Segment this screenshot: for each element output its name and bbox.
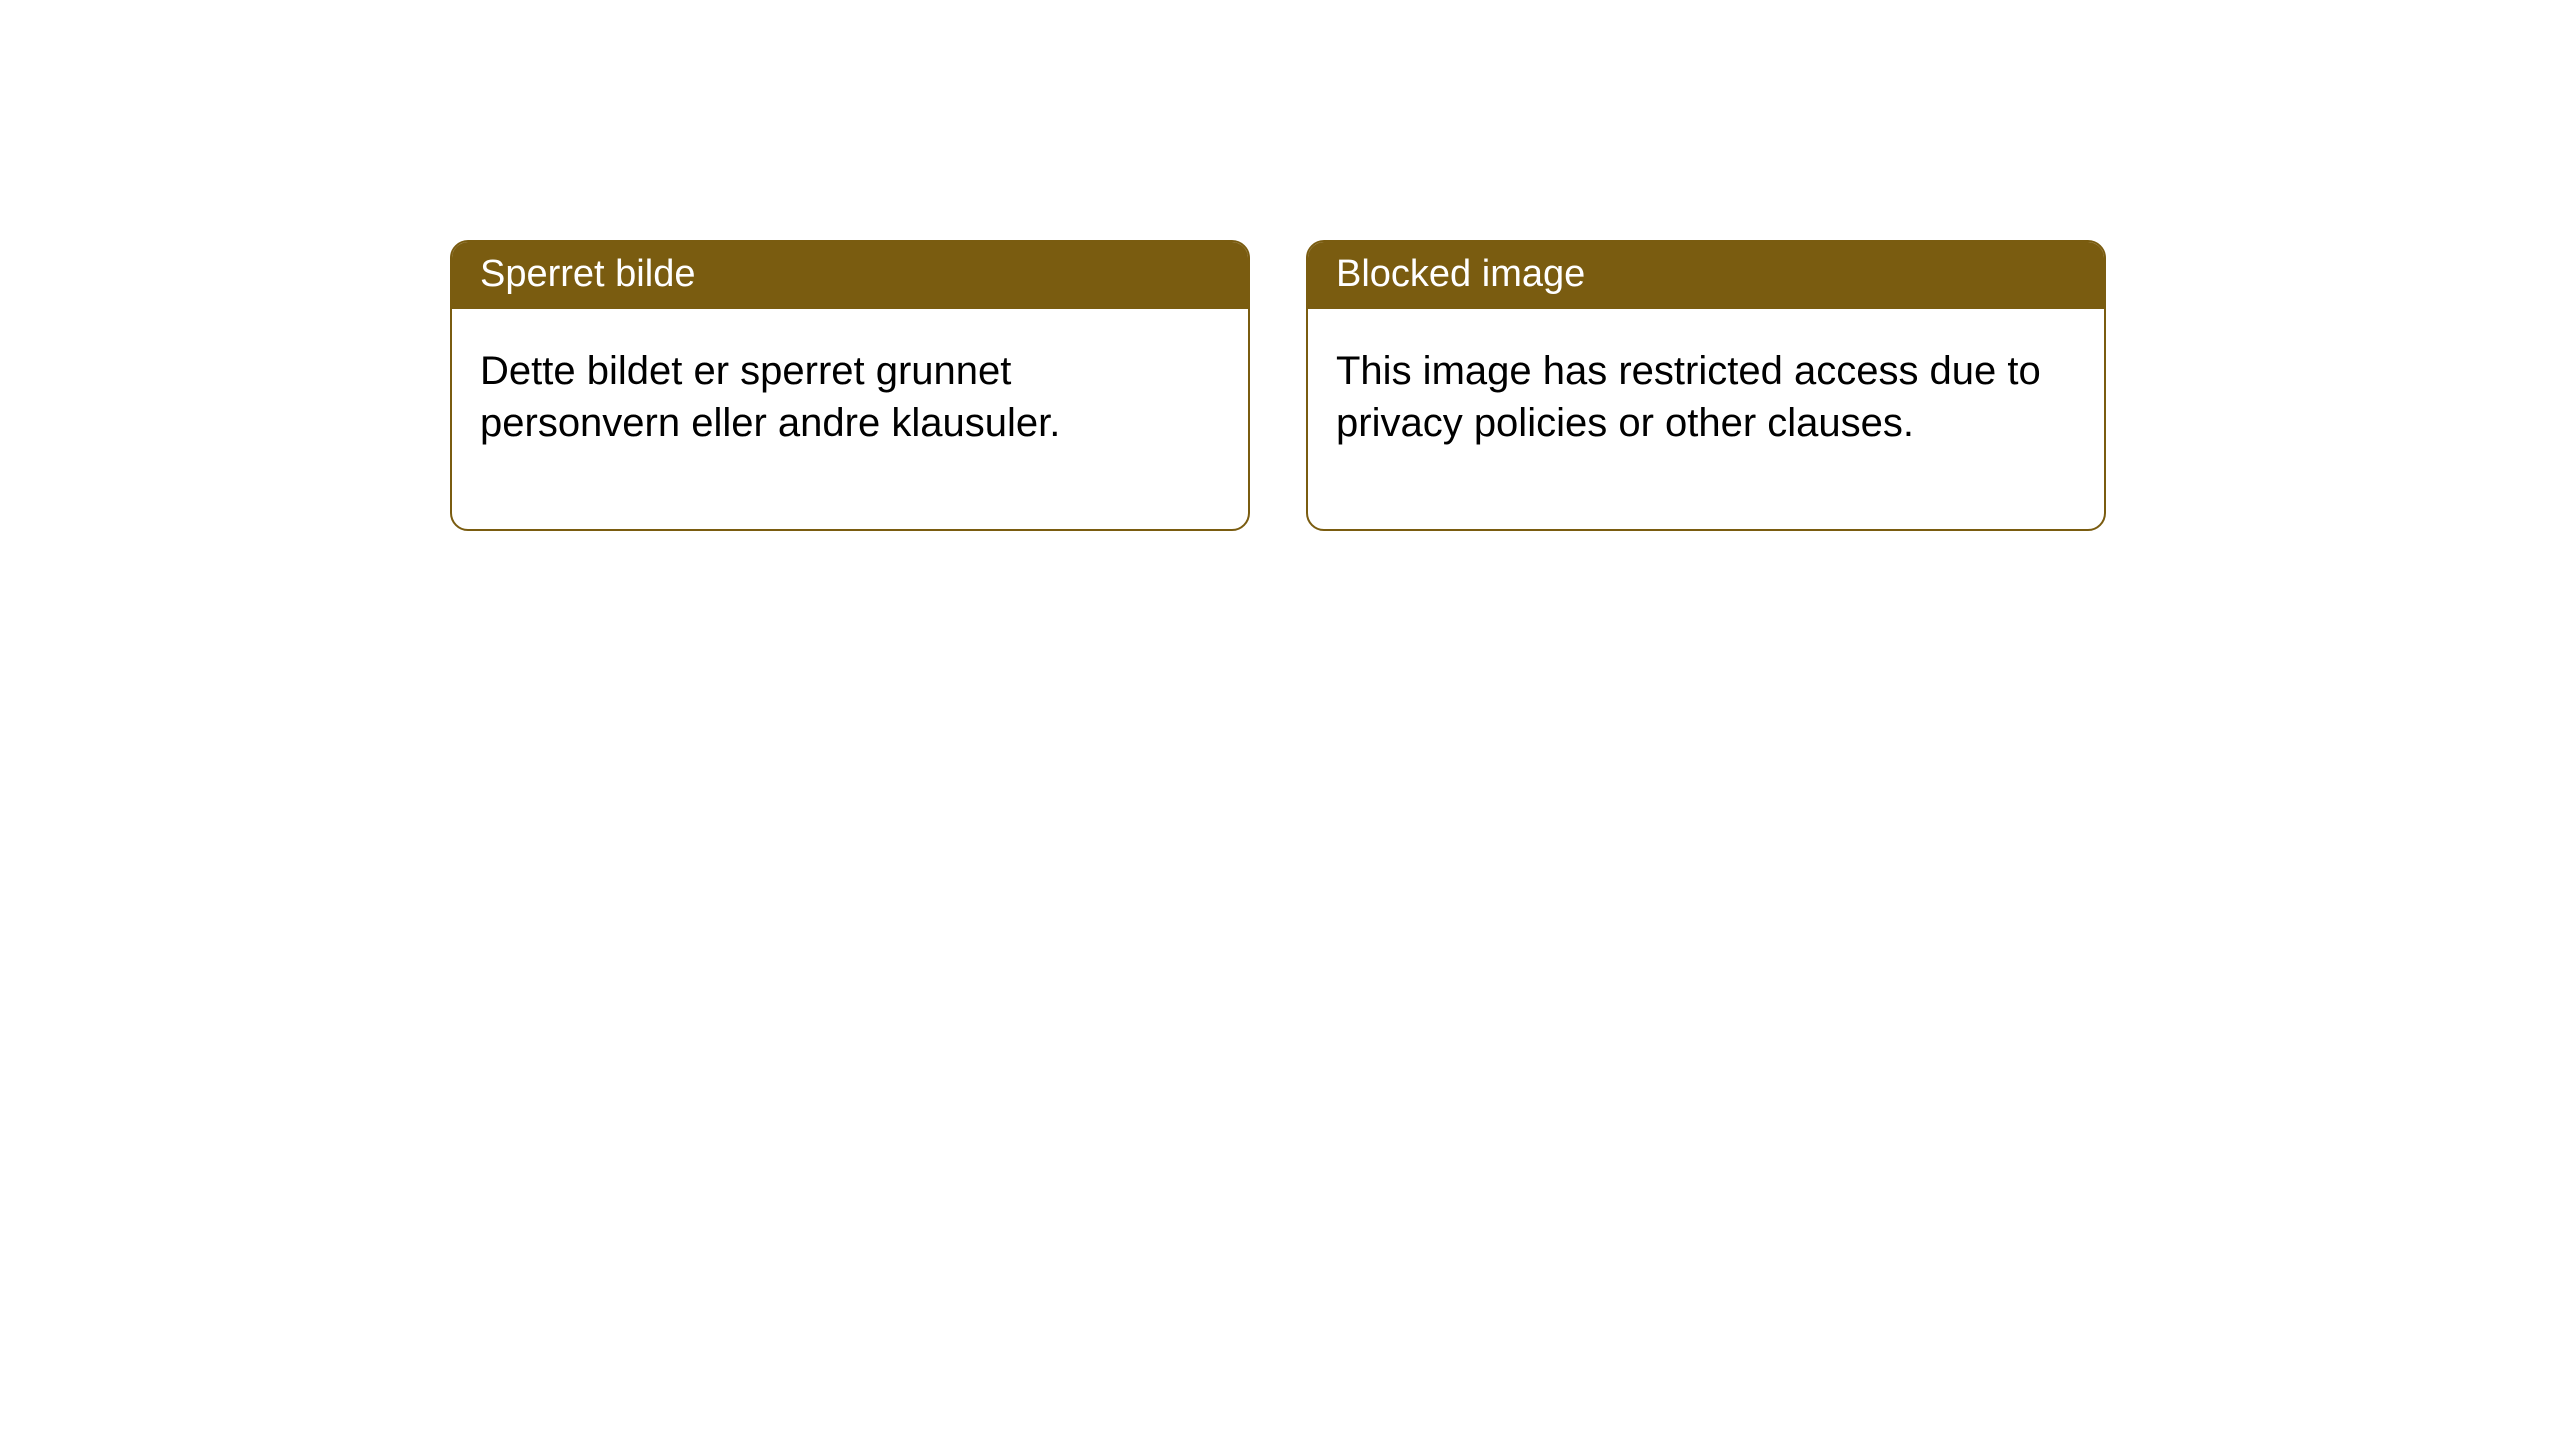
notice-card-english: Blocked image This image has restricted …	[1306, 240, 2106, 531]
notice-body: Dette bildet er sperret grunnet personve…	[452, 309, 1248, 529]
notice-header: Blocked image	[1308, 242, 2104, 309]
notice-container: Sperret bilde Dette bildet er sperret gr…	[0, 0, 2560, 531]
notice-card-norwegian: Sperret bilde Dette bildet er sperret gr…	[450, 240, 1250, 531]
notice-header: Sperret bilde	[452, 242, 1248, 309]
notice-body: This image has restricted access due to …	[1308, 309, 2104, 529]
